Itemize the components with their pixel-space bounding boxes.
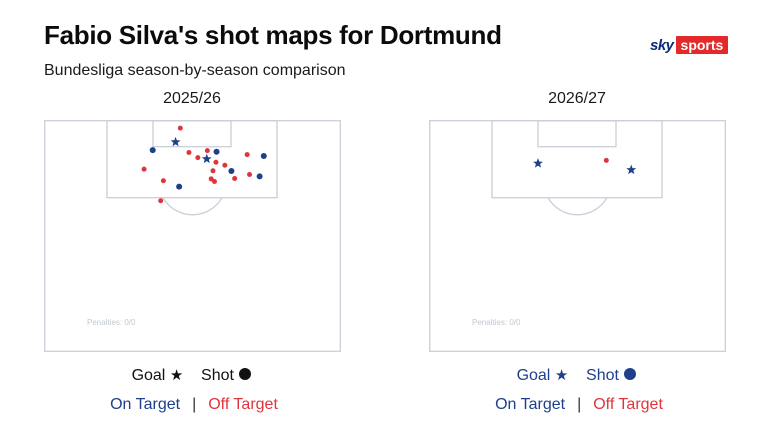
shot-dot-16	[256, 173, 263, 180]
shot-marks	[533, 157, 637, 175]
sky-sports-logo: sky sports	[650, 36, 729, 54]
goal-star-2	[626, 164, 637, 175]
shot-dot-9	[260, 152, 267, 159]
shot-dot-3	[186, 149, 192, 155]
shot-dot-0	[177, 125, 183, 131]
shot-dot-6	[195, 155, 201, 161]
shot-dot-21	[176, 183, 183, 190]
shot-dot-4	[204, 148, 210, 154]
shot-marks	[141, 125, 267, 204]
legend-symbols-left: Goal ★ Shot	[42, 366, 342, 385]
penalty-arc	[547, 197, 608, 216]
legend-shot-label: Shot	[586, 367, 619, 384]
page-subtitle: Bundesliga season-by-season comparison	[44, 62, 346, 79]
goal-star-0	[533, 158, 543, 168]
legend-on-target: On Target	[495, 396, 566, 413]
legend-separator: |	[192, 396, 197, 413]
legend-shot-dot-icon	[239, 368, 252, 380]
pitch-markings	[44, 120, 341, 352]
legend-goal-label: Goal	[516, 367, 551, 384]
penalty-arc	[162, 197, 223, 216]
legend-goal-label: Goal	[131, 367, 166, 384]
pitch-outline	[429, 120, 726, 352]
penalties-label: Penalties: 0/0	[87, 318, 136, 327]
season-title-2025-26: 2025/26	[163, 90, 221, 107]
shot-dot-20	[160, 178, 166, 184]
shot-dot-8	[244, 152, 250, 158]
legend-targets-right: On Target | Off Target	[429, 396, 729, 414]
penalty-box	[491, 120, 663, 199]
legend-shot-label: Shot	[201, 367, 234, 384]
shot-dot-11	[222, 162, 228, 168]
goal-star-7	[201, 153, 212, 164]
shot-dot-2	[149, 147, 156, 154]
penalty-box	[106, 120, 278, 199]
shot-map-2025-26: Penalties: 0/0	[44, 120, 341, 352]
logo-sky-text: sky	[650, 36, 674, 54]
six-yard-box	[537, 120, 617, 148]
legend-goal-star-icon: ★	[169, 367, 184, 384]
shot-dot-15	[247, 172, 253, 178]
pitch-outline	[44, 120, 341, 352]
legend-symbols-right: Goal ★ Shot	[427, 366, 727, 385]
six-yard-box	[152, 120, 232, 148]
legend-shot-dot-icon	[624, 368, 637, 380]
shot-dot-5	[213, 148, 220, 155]
legend-goal-star-icon: ★	[554, 367, 569, 384]
penalties-label: Penalties: 0/0	[472, 318, 521, 327]
legend-separator: |	[577, 396, 582, 413]
shot-dot-12	[141, 166, 147, 172]
legend-on-target: On Target	[110, 396, 181, 413]
shot-dot-22	[158, 198, 164, 204]
legend-targets-left: On Target | Off Target	[44, 396, 344, 414]
shot-dot-10	[213, 159, 219, 165]
shot-dot-13	[210, 168, 216, 174]
shot-dot-17	[232, 175, 238, 181]
shot-dot-19	[211, 178, 217, 184]
pitch-markings	[429, 120, 726, 352]
legend-off-target: Off Target	[593, 396, 663, 413]
legend-off-target: Off Target	[208, 396, 278, 413]
shot-map-2026-27: Penalties: 0/0	[429, 120, 726, 352]
shot-dot-14	[228, 168, 235, 175]
goal-star-1	[170, 136, 181, 147]
season-title-2026-27: 2026/27	[548, 90, 606, 107]
page-title: Fabio Silva's shot maps for Dortmund	[44, 20, 502, 50]
logo-sports-text: sports	[675, 36, 729, 54]
shot-dot-1	[603, 157, 609, 163]
